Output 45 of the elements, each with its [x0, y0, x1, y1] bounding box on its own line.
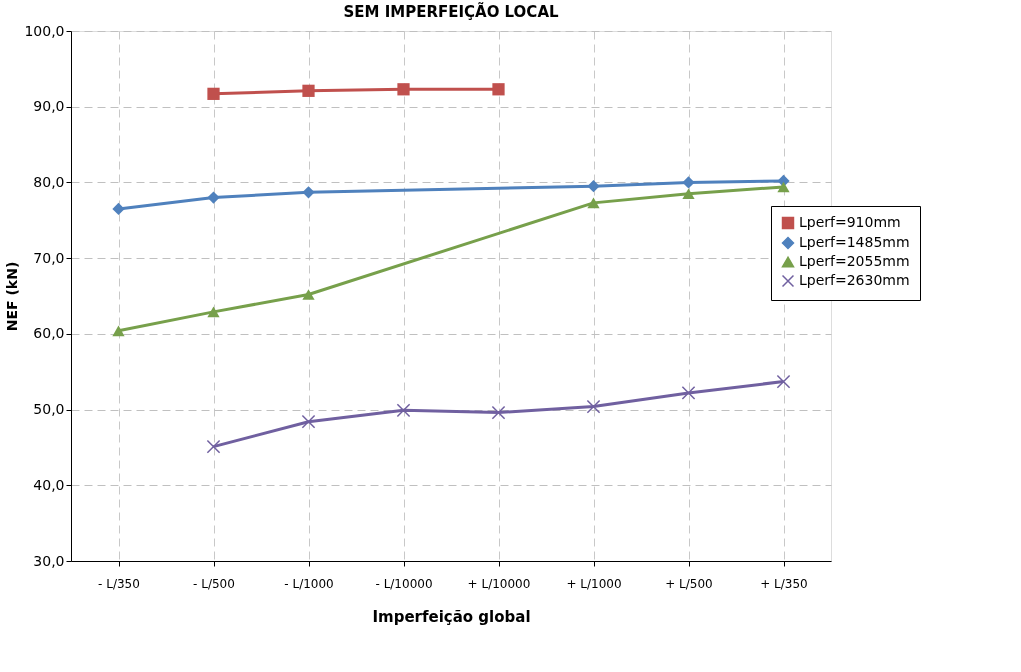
point [587, 197, 600, 209]
point [777, 181, 790, 193]
y-axis-title: NEF (kN) [4, 261, 21, 332]
x-tick-label: + L/500 [665, 576, 713, 591]
point [302, 186, 315, 199]
point [207, 191, 220, 204]
y-tick-label: 60,0 [33, 325, 65, 342]
y-tick-label: 90,0 [33, 98, 65, 115]
point [776, 374, 791, 389]
point [682, 188, 695, 200]
point [396, 403, 411, 418]
point [207, 306, 220, 318]
point [397, 83, 410, 96]
point [302, 84, 315, 97]
point [587, 180, 600, 193]
x-tick-label: - L/10000 [375, 576, 433, 591]
legend-label: Lperf=1485mm [799, 234, 910, 250]
chart-title: SEM IMPERFEIÇÃO LOCAL [343, 2, 559, 21]
legend-label: Lperf=2630mm [799, 272, 910, 288]
legend-label: Lperf=2055mm [799, 253, 910, 269]
point [586, 399, 601, 414]
point [492, 83, 505, 96]
x-axis-title: Imperfeição global [372, 607, 531, 626]
point [112, 202, 125, 216]
y-tick-label: 100,0 [24, 22, 65, 39]
x-tick-label: + L/1000 [566, 576, 622, 591]
point [491, 405, 506, 420]
point [682, 176, 695, 189]
x-tick-label: + L/350 [760, 576, 808, 591]
x-tick-label: + L/10000 [467, 576, 531, 591]
x-tick-label: - L/350 [98, 576, 140, 591]
point [207, 87, 220, 100]
y-tick-label: 30,0 [33, 552, 65, 569]
x-tick-label: - L/1000 [284, 576, 334, 591]
point [302, 289, 315, 300]
y-tick-label: 40,0 [33, 476, 65, 493]
y-tick-label: 70,0 [33, 249, 65, 266]
y-tick-label: 50,0 [33, 401, 65, 418]
point [681, 386, 696, 400]
legend-label: Lperf=910mm [799, 214, 901, 230]
x-tick-label: - L/500 [193, 576, 235, 591]
y-tick-label: 80,0 [33, 173, 65, 190]
point [301, 414, 316, 429]
point [206, 439, 221, 454]
point [112, 325, 125, 337]
